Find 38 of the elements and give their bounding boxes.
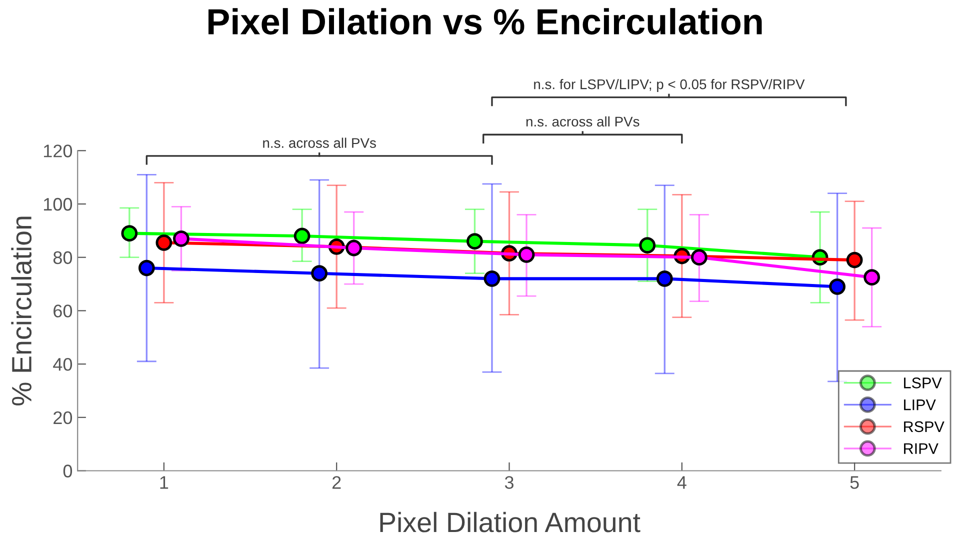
point [311,265,328,282]
text: n.s. across all PVs [526,116,640,127]
point [639,237,656,254]
x-tick-label: 3 [504,476,514,489]
point [690,249,708,266]
x-axis-title: Pixel Dilation Amount [380,512,640,532]
x-tick-label: 5 [850,476,859,489]
point [294,228,310,244]
y-tick-label: 40 [53,358,72,371]
y-tick-label: 120 [44,144,72,158]
y-tick-label: 80 [53,251,72,264]
point [484,270,500,287]
chart-title: Pixel Dilation vs % Encirculation [208,8,762,35]
point [156,234,172,251]
point [346,240,362,256]
x-tick-label: 2 [332,476,341,489]
point [173,230,190,247]
y-tick-label: 20 [54,411,72,424]
point [656,270,673,287]
point [518,246,535,263]
point [864,269,880,286]
y-tick-label: 100 [44,198,72,211]
y-tick-label: 60 [54,304,72,318]
x-tick-label: 1 [160,476,168,489]
legend-label: LSPV [904,378,942,388]
point [846,252,863,268]
x-tick-label: 4 [677,476,686,489]
point [829,278,846,295]
legend-label: RIPV [904,443,938,454]
y-axis-title: % Encirculation [11,216,32,406]
point [138,260,155,276]
text: n.s. for LSPV/LIPV; p < 0.05 for RSPV/RIPV [534,79,805,92]
y-tick-label: 0 [63,464,72,478]
text: n.s. across all PVs [263,138,376,148]
point [466,233,483,250]
legend-label: RSPV [904,421,944,432]
point [121,225,138,242]
legend-label: LIPV [904,400,936,410]
